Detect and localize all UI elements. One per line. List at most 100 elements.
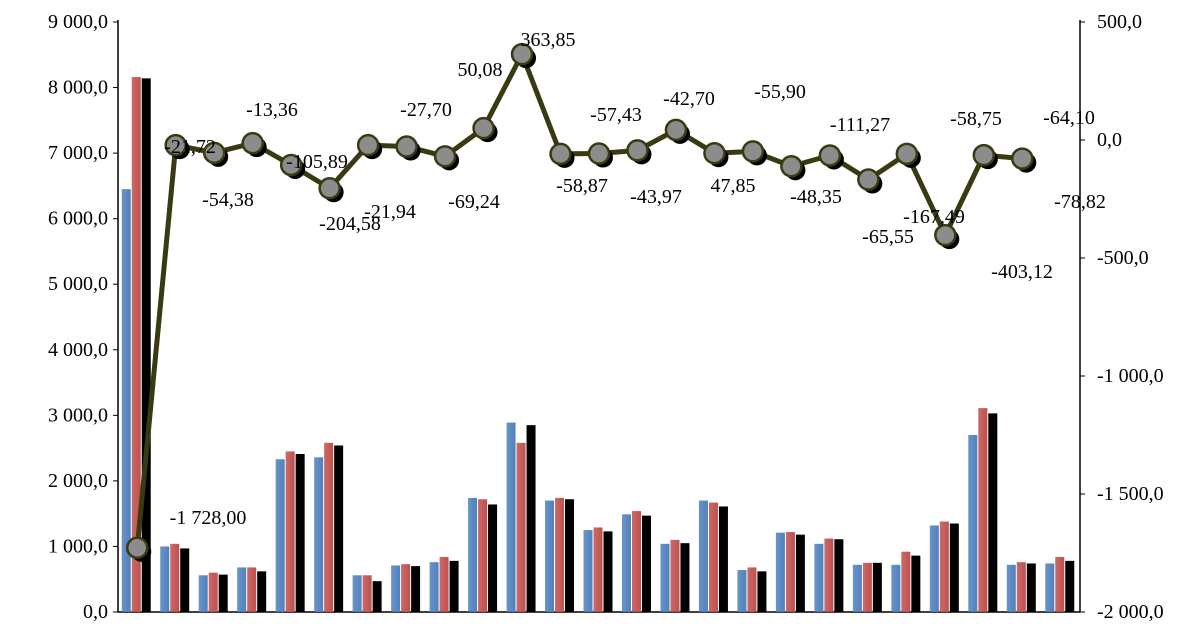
line-data-label: -403,12 [991, 261, 1053, 283]
line-data-label: 47,85 [711, 175, 756, 197]
right-tick-label: 500,0 [1097, 11, 1142, 33]
bar-series-3 [372, 581, 382, 612]
bar-series-1 [506, 422, 516, 612]
bar-series-1 [583, 530, 593, 612]
line-data-label: -111,27 [830, 114, 890, 136]
line-data-label: 50,08 [458, 59, 503, 81]
bar-series-1 [429, 562, 439, 612]
right-tick-label: 0,0 [1097, 129, 1122, 151]
line-data-label: -54,38 [202, 189, 254, 211]
bar-series-3 [565, 499, 575, 612]
bar-series-1 [275, 459, 285, 612]
bar-series-1 [968, 435, 978, 612]
bar-series-2 [785, 532, 795, 612]
line-marker [703, 141, 726, 165]
bar-series-3 [488, 504, 498, 612]
bar-series-2 [439, 556, 449, 612]
line-marker [318, 177, 341, 200]
right-tick-label: -500,0 [1097, 247, 1149, 269]
line-data-label: -55,90 [754, 81, 806, 103]
line-marker [241, 131, 264, 155]
line-marker [202, 141, 226, 165]
left-tick-label: 2 000,0 [48, 470, 108, 492]
right-tick-label: -1 000,0 [1097, 365, 1164, 387]
line-data-label: -21,72 [164, 136, 216, 158]
bar-series-3 [718, 506, 728, 612]
bar-series-3 [1065, 560, 1075, 612]
line-marker [818, 144, 842, 167]
left-tick-label: 1 000,0 [48, 535, 108, 557]
bar-series-3 [949, 523, 959, 612]
bar-series-3 [834, 539, 844, 612]
line-data-label: -64,10 [1043, 107, 1095, 129]
line-data-label: -57,43 [590, 104, 642, 126]
bar-series-2 [1016, 562, 1026, 612]
left-tick-label: 8 000,0 [48, 77, 108, 99]
bar-series-2 [170, 543, 180, 612]
line-data-label: -58,87 [556, 175, 608, 197]
line-marker [972, 143, 996, 167]
bar-series-2 [747, 567, 757, 612]
bar-series-2 [247, 567, 257, 612]
bar-series-3 [603, 531, 613, 612]
left-tick-label: 4 000,0 [48, 339, 108, 361]
bar-series-2 [631, 511, 641, 612]
bar-series-1 [814, 543, 824, 612]
right-tick-label: -1 500,0 [1097, 483, 1164, 505]
left-tick-label: 3 000,0 [48, 404, 108, 426]
bar-series-2 [516, 442, 526, 612]
bar-series-2 [862, 562, 872, 612]
bar-series-3 [641, 515, 651, 612]
bar-series-1 [698, 500, 708, 612]
bar-series-3 [1026, 563, 1036, 612]
bar-series-1 [121, 189, 131, 612]
line-marker [895, 142, 919, 166]
line-data-label: -204,58 [319, 213, 381, 235]
line-data-label: -48,35 [790, 186, 842, 208]
bar-series-2 [1055, 556, 1065, 612]
line-data-label: -58,75 [950, 108, 1002, 130]
line-marker [741, 140, 765, 163]
left-tick-label: 5 000,0 [48, 273, 108, 295]
line-marker [395, 135, 418, 158]
line-marker [510, 42, 534, 66]
bar-series-2 [285, 451, 295, 612]
bar-series-1 [237, 567, 247, 612]
bar-series-1 [660, 543, 670, 612]
bar-series-2 [939, 521, 949, 612]
bar-series-1 [160, 546, 170, 612]
bar-series-2 [208, 572, 218, 612]
bar-series-1 [198, 575, 208, 612]
line-marker [549, 142, 572, 166]
line-data-label: -78,82 [1054, 191, 1106, 213]
line-data-label: -69,24 [448, 191, 500, 213]
line-marker [433, 145, 457, 168]
line-data-label: -167,49 [903, 206, 965, 228]
bar-series-3 [911, 555, 921, 612]
bar-series-3 [141, 78, 151, 612]
bar-series-1 [545, 500, 555, 612]
line-data-label: -27,70 [400, 99, 452, 121]
line-marker [587, 142, 611, 165]
line-marker [934, 223, 957, 247]
right-tick-label: -2 000,0 [1097, 601, 1164, 623]
bar-series-3 [180, 548, 190, 612]
left-tick-label: 6 000,0 [48, 208, 108, 230]
bar-series-1 [391, 565, 401, 612]
line-marker [1011, 147, 1034, 170]
bar-series-2 [708, 502, 718, 612]
line-marker [857, 168, 880, 191]
line-marker [780, 155, 803, 178]
bar-series-3 [334, 445, 344, 612]
bar-series-2 [824, 538, 834, 612]
bar-series-1 [1045, 563, 1055, 612]
line-data-label: -1 728,00 [170, 507, 247, 529]
bar-series-3 [295, 454, 305, 612]
bar-series-1 [352, 575, 362, 612]
bar-series-3 [988, 413, 998, 612]
bar-series-3 [757, 571, 767, 612]
line-marker [356, 133, 380, 157]
bar-series-1 [737, 570, 747, 612]
left-tick-label: 7 000,0 [48, 142, 108, 164]
